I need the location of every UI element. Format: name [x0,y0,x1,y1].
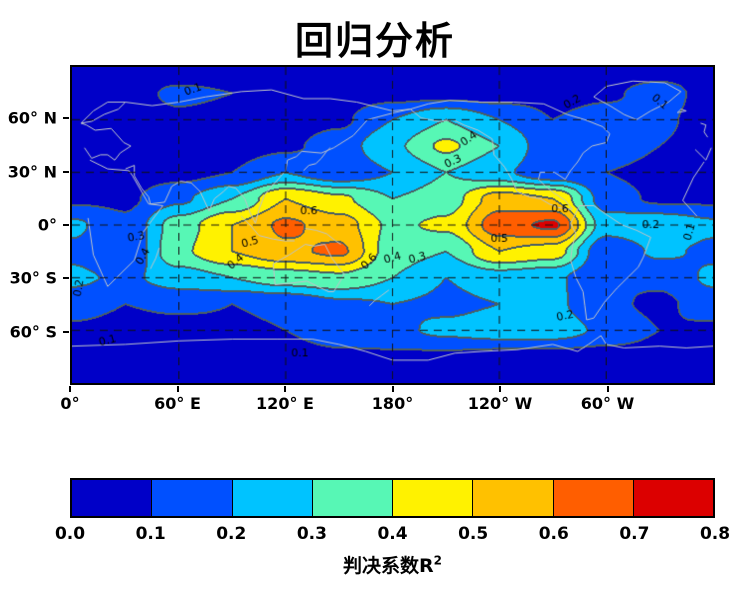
x-tick-label: 120° W [467,394,533,413]
x-axis-tick [606,386,609,392]
colorbar-tick-label: 0.6 [538,524,569,544]
y-tick-label: 30° S [9,268,57,288]
colorbar-label-superscript: 2 [433,553,442,568]
colorbar-cell [632,480,713,516]
x-axis-tick [284,386,286,392]
colorbar-tick-labels: 0.0 0.1 0.2 0.3 0.4 0.5 0.6 0.7 0.8 [55,524,730,546]
colorbar-tick-label: 0.4 [377,524,408,544]
contour-map-canvas [72,67,713,383]
y-axis-tick [63,170,69,173]
x-tick-label: 120° E [256,394,314,413]
y-axis-tick-labels: 60° N 30° N 0° 30° S 60° S [0,65,70,385]
colorbar-cell [472,480,553,516]
x-tick-label: 180° [371,394,414,413]
colorbar-tick-label: 0.1 [135,524,166,544]
y-tick-label: 30° N [7,162,57,182]
x-axis-tick [69,386,71,392]
y-tick-label: 0° [37,215,57,235]
y-axis-tick [63,224,69,226]
colorbar-cell [231,480,312,516]
x-axis-tick-labels: 0° 60° E 120° E 180° 120° W 60° W [60,385,715,419]
x-tick-label: 60° E [154,394,201,413]
y-axis-tick [63,277,69,280]
colorbar-tick-label: 0.7 [619,524,650,544]
colorbar-tick-label: 0.8 [699,524,731,544]
x-tick-label: 0° [60,394,80,413]
colorbar-cell [72,480,152,516]
colorbar-cell [392,480,473,516]
colorbar-tick-label: 0.0 [54,524,86,544]
colorbar-label-text: 判决系数R [343,555,434,577]
colorbar-tick-label: 0.5 [458,524,489,544]
x-axis-tick [391,386,394,392]
y-tick-label: 60° N [7,108,57,128]
map-plot-area [70,65,715,385]
colorbar-cell [552,480,633,516]
x-tick-label: 60° W [580,394,635,413]
y-tick-label: 60° S [9,322,57,342]
colorbar-cell [311,480,392,516]
colorbar-cell [151,480,232,516]
y-axis-tick [63,330,69,333]
chart-title: 回归分析 [294,19,455,63]
colorbar-tick-label: 0.2 [216,524,247,544]
x-axis-tick [176,386,179,392]
colorbar-tick-label: 0.3 [296,524,327,544]
colorbar-label: 判决系数R2 [70,551,715,578]
colorbar [70,478,715,518]
x-axis-tick [499,386,501,392]
y-axis-tick [63,117,69,120]
